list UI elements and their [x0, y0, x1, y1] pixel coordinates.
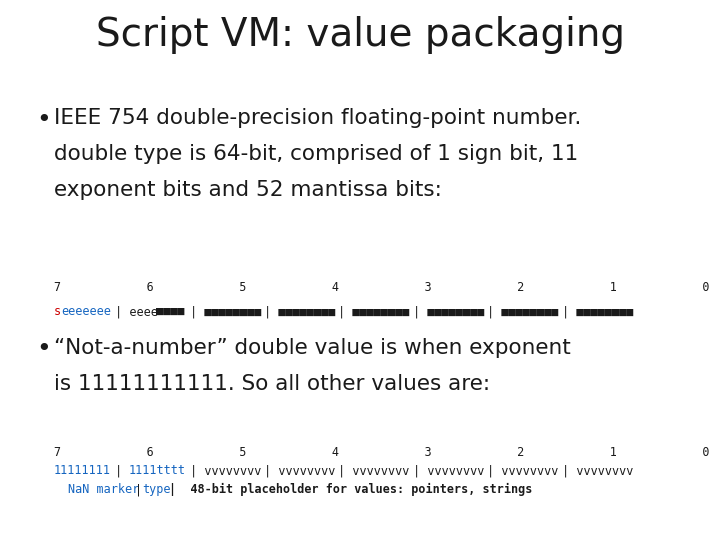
Text: | vvvvvvvv: | vvvvvvvv: [331, 464, 410, 477]
Text: double type is 64-bit, comprised of 1 sign bit, 11: double type is 64-bit, comprised of 1 si…: [54, 144, 578, 164]
Text: ■■■■: ■■■■: [156, 305, 184, 318]
Text: 7            6            5            4            3            2            1 : 7 6 5 4 3 2 1: [54, 281, 709, 294]
Text: | vvvvvvvv: | vvvvvvvv: [555, 464, 633, 477]
Text: |: |: [135, 483, 143, 496]
Text: | eeee: | eeee: [108, 305, 158, 318]
Text: |  48-bit placeholder for values: pointers, strings: | 48-bit placeholder for values: pointer…: [169, 483, 532, 496]
Text: Script VM: value packaging: Script VM: value packaging: [96, 16, 624, 54]
Text: •: •: [36, 108, 50, 132]
Text: | vvvvvvvv: | vvvvvvvv: [183, 464, 261, 477]
Text: NaN marker: NaN marker: [68, 483, 139, 496]
Text: 1111tttt: 1111tttt: [128, 464, 186, 477]
Text: | ■■■■■■■■: | ■■■■■■■■: [406, 305, 485, 318]
Text: 11111111: 11111111: [54, 464, 111, 477]
Text: •: •: [36, 338, 50, 361]
Text: is 11111111111. So all other values are:: is 11111111111. So all other values are:: [54, 374, 490, 394]
Text: | ■■■■■■■■: | ■■■■■■■■: [555, 305, 633, 318]
Text: | ■■■■■■■■: | ■■■■■■■■: [183, 305, 261, 318]
Text: | vvvvvvvv: | vvvvvvvv: [480, 464, 559, 477]
Text: s: s: [54, 305, 61, 318]
Text: | ■■■■■■■■: | ■■■■■■■■: [480, 305, 559, 318]
Text: | vvvvvvvv: | vvvvvvvv: [406, 464, 485, 477]
Text: | ■■■■■■■■: | ■■■■■■■■: [257, 305, 336, 318]
Text: “Not-a-number” double value is when exponent: “Not-a-number” double value is when expo…: [54, 338, 571, 357]
Text: eeeeeee: eeeeeee: [60, 305, 111, 318]
Text: | vvvvvvvv: | vvvvvvvv: [257, 464, 336, 477]
Text: IEEE 754 double-precision floating-point number.: IEEE 754 double-precision floating-point…: [54, 108, 581, 128]
Text: 7            6            5            4            3            2            1 : 7 6 5 4 3 2 1: [54, 446, 709, 458]
Text: type: type: [142, 483, 171, 496]
Text: |: |: [108, 464, 130, 477]
Text: exponent bits and 52 mantissa bits:: exponent bits and 52 mantissa bits:: [54, 180, 442, 200]
Text: | ■■■■■■■■: | ■■■■■■■■: [331, 305, 410, 318]
